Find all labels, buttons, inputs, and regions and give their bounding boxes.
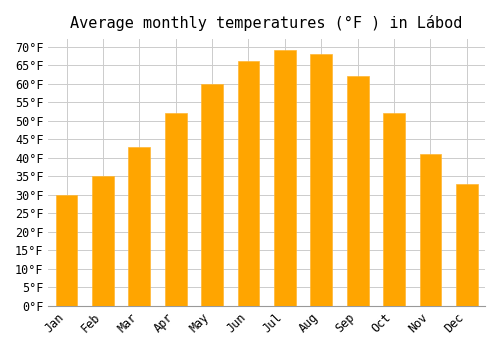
Bar [128, 147, 150, 306]
Bar [56, 195, 78, 306]
Bar [92, 176, 114, 306]
Bar [165, 113, 186, 306]
Title: Average monthly temperatures (°F ) in Lábod: Average monthly temperatures (°F ) in Lá… [70, 15, 463, 31]
Bar [238, 61, 260, 306]
Bar [383, 113, 405, 306]
Bar [420, 154, 442, 306]
Bar [201, 84, 223, 306]
Bar [310, 54, 332, 306]
Bar [346, 76, 368, 306]
Bar [274, 50, 296, 306]
Bar [456, 184, 477, 306]
